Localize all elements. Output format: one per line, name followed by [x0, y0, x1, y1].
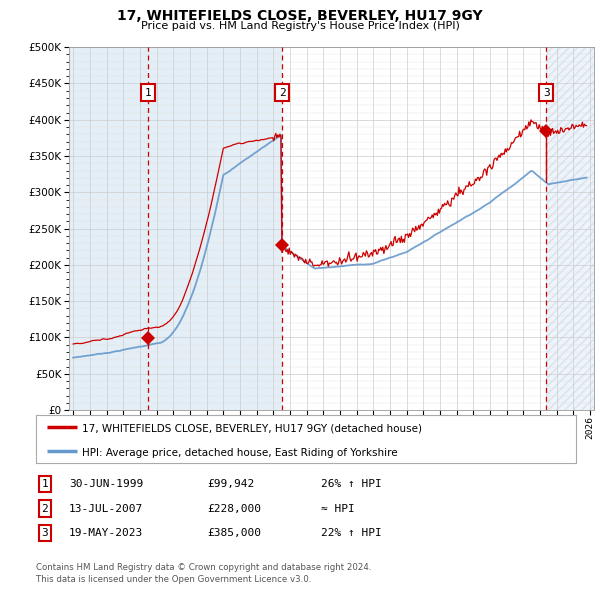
Text: HPI: Average price, detached house, East Riding of Yorkshire: HPI: Average price, detached house, East… [82, 447, 398, 457]
Text: 30-JUN-1999: 30-JUN-1999 [69, 479, 143, 489]
Text: ≈ HPI: ≈ HPI [321, 504, 355, 513]
Text: 26% ↑ HPI: 26% ↑ HPI [321, 479, 382, 489]
Text: 3: 3 [41, 529, 49, 538]
Text: 2: 2 [41, 504, 49, 513]
Bar [546, 47, 594, 410]
Text: Price paid vs. HM Land Registry's House Price Index (HPI): Price paid vs. HM Land Registry's House … [140, 21, 460, 31]
Bar [546, 47, 594, 410]
Text: £385,000: £385,000 [207, 529, 261, 538]
Text: 17, WHITEFIELDS CLOSE, BEVERLEY, HU17 9GY: 17, WHITEFIELDS CLOSE, BEVERLEY, HU17 9G… [117, 9, 483, 23]
Text: This data is licensed under the Open Government Licence v3.0.: This data is licensed under the Open Gov… [36, 575, 311, 584]
Bar [69, 47, 148, 410]
Text: 22% ↑ HPI: 22% ↑ HPI [321, 529, 382, 538]
Text: 3: 3 [543, 87, 550, 97]
Text: £228,000: £228,000 [207, 504, 261, 513]
Text: Contains HM Land Registry data © Crown copyright and database right 2024.: Contains HM Land Registry data © Crown c… [36, 563, 371, 572]
Text: 13-JUL-2007: 13-JUL-2007 [69, 504, 143, 513]
Text: 17, WHITEFIELDS CLOSE, BEVERLEY, HU17 9GY (detached house): 17, WHITEFIELDS CLOSE, BEVERLEY, HU17 9G… [82, 423, 422, 433]
Bar [148, 47, 282, 410]
Text: £99,942: £99,942 [207, 479, 254, 489]
Text: 1: 1 [41, 479, 49, 489]
Text: 1: 1 [145, 87, 151, 97]
Text: 19-MAY-2023: 19-MAY-2023 [69, 529, 143, 538]
Text: 2: 2 [278, 87, 286, 97]
